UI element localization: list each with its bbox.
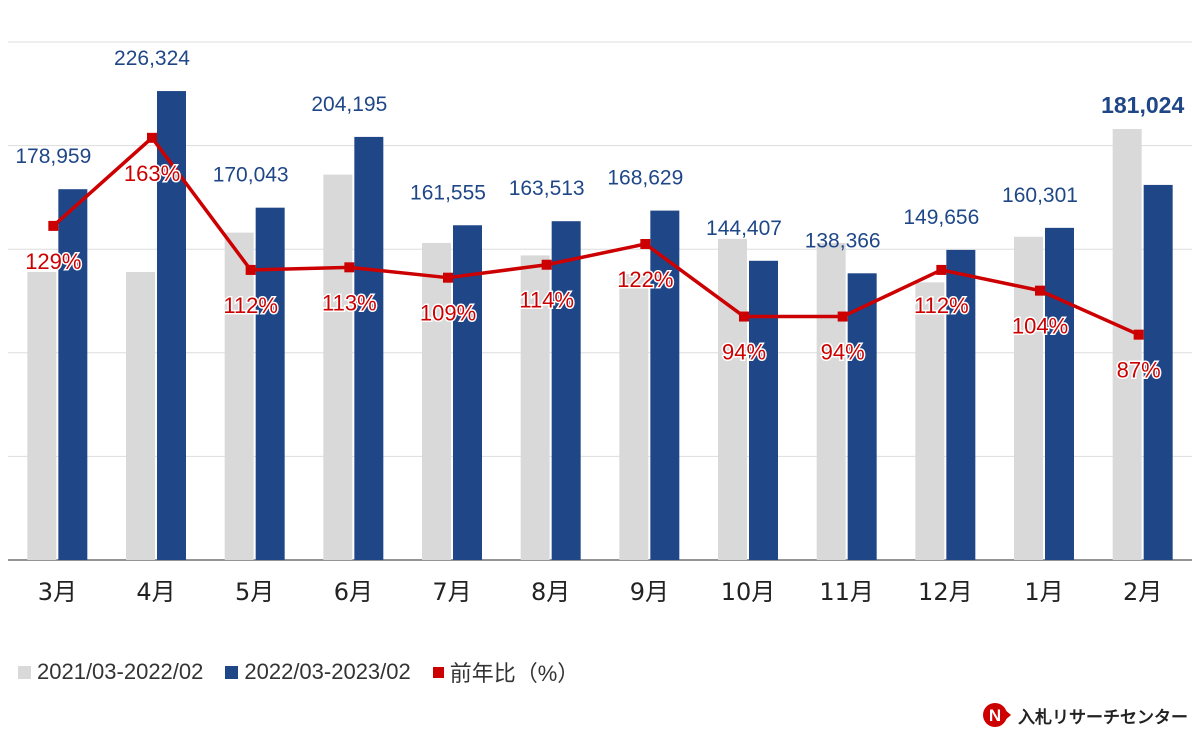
ratio-line xyxy=(52,136,1140,337)
value-label: 204,195 xyxy=(311,93,387,116)
ratio-point xyxy=(245,264,256,275)
ratio-point xyxy=(1035,285,1045,296)
ratio-point xyxy=(1133,329,1144,340)
ratio-point xyxy=(739,311,749,322)
x-tick-label: 1月 xyxy=(1024,578,1063,606)
x-tick-label: 4月 xyxy=(136,578,175,606)
ratio-label: 112% xyxy=(223,293,278,318)
x-tick-label: 3月 xyxy=(38,578,77,606)
value-label: 181,024 xyxy=(1101,92,1184,118)
value-label: 160,301 xyxy=(1002,184,1078,207)
value-label: 178,959 xyxy=(15,145,91,168)
x-tick-label: 11月 xyxy=(819,578,874,606)
bar-curr xyxy=(946,249,976,560)
x-tick-label: 10月 xyxy=(721,578,776,606)
legend-label-prev: 2021/03-2022/02 xyxy=(37,659,204,684)
logo-text: 入札リサーチセンター xyxy=(1018,707,1188,728)
logo-mark-icon: N xyxy=(983,703,1011,727)
x-tick-label: 12月 xyxy=(918,578,973,606)
ratio-label: 112% xyxy=(914,293,969,318)
x-tick-label: 5月 xyxy=(235,578,274,606)
value-label: 138,366 xyxy=(805,229,881,252)
bar-curr xyxy=(58,189,88,560)
ratio-point xyxy=(541,259,552,270)
ratio-point xyxy=(147,132,157,143)
bar-prev xyxy=(27,271,57,560)
bar-prev xyxy=(323,174,353,560)
legend-label-curr: 2022/03-2023/02 xyxy=(244,659,411,684)
ratio-label: 87% xyxy=(1117,358,1161,383)
bar-curr xyxy=(453,225,482,560)
ratio-label: 113% xyxy=(322,290,377,315)
legend-label-ratio: 前年比（%） xyxy=(449,661,580,686)
bar-curr xyxy=(157,91,186,560)
bar-curr xyxy=(1045,227,1074,560)
ratio-label: 94% xyxy=(821,340,865,365)
value-label: 149,656 xyxy=(903,206,979,229)
ratio-point xyxy=(640,239,651,250)
bar-prev xyxy=(1112,129,1142,561)
logo: N 入札リサーチセンター xyxy=(982,700,1188,730)
x-tick-label: 9月 xyxy=(630,578,669,606)
chart: 178,959 226,324 170,043 204,195 161,555 163,5… xyxy=(8,41,1192,606)
value-label: 163,513 xyxy=(509,177,585,200)
value-label: 161,555 xyxy=(410,181,486,204)
ratio-point xyxy=(443,272,453,283)
value-label: 168,629 xyxy=(607,167,683,190)
bar-prev xyxy=(915,282,945,560)
bar-curr xyxy=(650,210,680,560)
bar-prev xyxy=(126,271,155,560)
ratio-label: 94% xyxy=(722,340,766,365)
legend-swatch-curr xyxy=(225,665,239,679)
logo-mark-letter: N xyxy=(989,706,1001,725)
x-tick-label: 2月 xyxy=(1123,578,1162,606)
ratio-label: 163% xyxy=(124,161,180,186)
bar-prev xyxy=(422,242,451,560)
bar-prev xyxy=(224,232,254,560)
value-label: 144,407 xyxy=(706,217,782,240)
bar-prev xyxy=(718,238,747,560)
x-tick-label: 8月 xyxy=(531,578,570,606)
ratio-point xyxy=(344,262,355,273)
x-tick-label: 6月 xyxy=(334,578,373,606)
bar-curr xyxy=(1143,184,1173,560)
bar-curr xyxy=(749,260,778,560)
ratio-label: 109% xyxy=(420,301,476,326)
value-label: 226,324 xyxy=(114,47,190,70)
bar-prev xyxy=(619,274,649,560)
ratio-point xyxy=(936,264,947,275)
legend-item-curr: 2022/03-2023/02 xyxy=(225,659,411,685)
legend-swatch-prev xyxy=(18,665,31,679)
bar-prev xyxy=(520,255,550,560)
bar-prev xyxy=(816,242,846,560)
ratio-point xyxy=(837,311,848,322)
ratio-label: 104% xyxy=(1012,314,1068,339)
x-tick-label: 7月 xyxy=(432,578,471,606)
bar-curr xyxy=(551,221,581,561)
legend-item-ratio: 前年比（%） xyxy=(432,656,580,688)
legend-item-prev: 2021/03-2022/02 xyxy=(18,659,203,685)
legend-swatch-ratio xyxy=(432,666,444,678)
bar-curr xyxy=(847,273,877,560)
ratio-label: 129% xyxy=(25,249,81,274)
ratio-label: 114% xyxy=(519,288,574,313)
bar-curr xyxy=(255,207,285,560)
ratio-label: 122% xyxy=(617,267,673,292)
ratio-point xyxy=(48,220,59,231)
legend: 2021/03-2022/02 2022/03-2023/02 前年比（%） xyxy=(18,656,601,688)
value-label: 170,043 xyxy=(213,164,289,187)
bar-curr xyxy=(354,136,384,560)
